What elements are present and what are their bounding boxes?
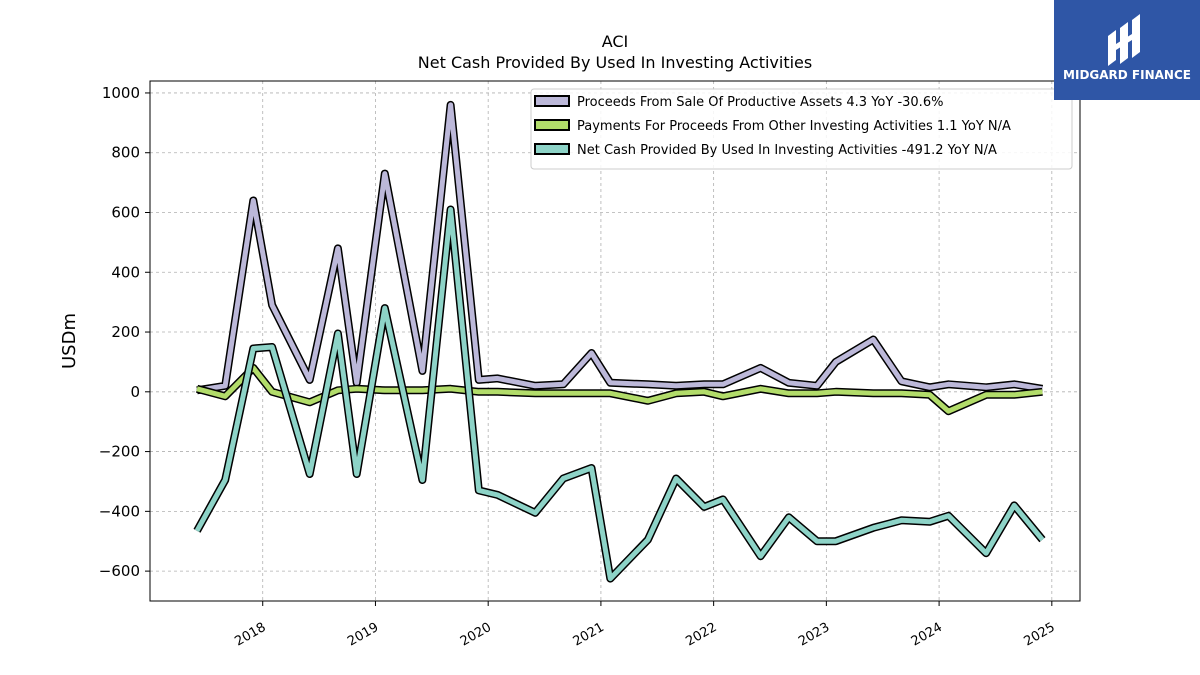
y-tick-label: 0 xyxy=(130,383,140,401)
x-tick-label: 2024 xyxy=(909,620,945,650)
y-tick-label: −600 xyxy=(99,562,140,580)
legend-swatch xyxy=(534,143,570,155)
x-tick-label: 2025 xyxy=(1022,620,1058,650)
logo-text: MIDGARD FINANCE xyxy=(1063,68,1191,82)
x-tick-label: 2023 xyxy=(796,620,832,650)
series-line-0 xyxy=(196,102,1043,393)
x-tick-label: 2020 xyxy=(458,620,494,650)
legend-swatch xyxy=(534,95,570,107)
y-tick-label: 400 xyxy=(111,263,140,281)
y-tick-label: 800 xyxy=(111,144,140,162)
chart-ticker: ACI xyxy=(602,32,629,51)
plot-frame xyxy=(149,80,1081,602)
x-tick-label: 2019 xyxy=(345,620,381,650)
y-tick-label: −200 xyxy=(99,443,140,461)
series-line-2 xyxy=(194,207,1045,582)
y-tick-label: 200 xyxy=(111,323,140,341)
series-layer xyxy=(193,100,1046,583)
x-tick-label: 2022 xyxy=(683,620,719,650)
legend-swatch xyxy=(534,119,570,131)
legend-entry: Proceeds From Sale Of Productive Assets … xyxy=(577,95,943,110)
legend: Proceeds From Sale Of Productive Assets … xyxy=(530,88,1073,170)
legend-entry: Net Cash Provided By Used In Investing A… xyxy=(577,143,997,158)
midgard-logo-icon xyxy=(1108,14,1140,66)
x-tick-label: 2018 xyxy=(232,620,268,650)
series-line-1 xyxy=(196,365,1043,414)
y-tick-label: 600 xyxy=(111,203,140,221)
y-axis-label: USDm xyxy=(59,313,80,369)
chart-title: Net Cash Provided By Used In Investing A… xyxy=(418,53,812,72)
midgard-finance-logo: MIDGARD FINANCE xyxy=(1054,0,1200,100)
y-tick-label: 1000 xyxy=(102,84,140,102)
legend-box xyxy=(530,88,1073,170)
x-tick-label: 2021 xyxy=(571,620,607,650)
legend-entry: Payments For Proceeds From Other Investi… xyxy=(577,119,1011,134)
y-tick-label: −400 xyxy=(99,502,140,520)
